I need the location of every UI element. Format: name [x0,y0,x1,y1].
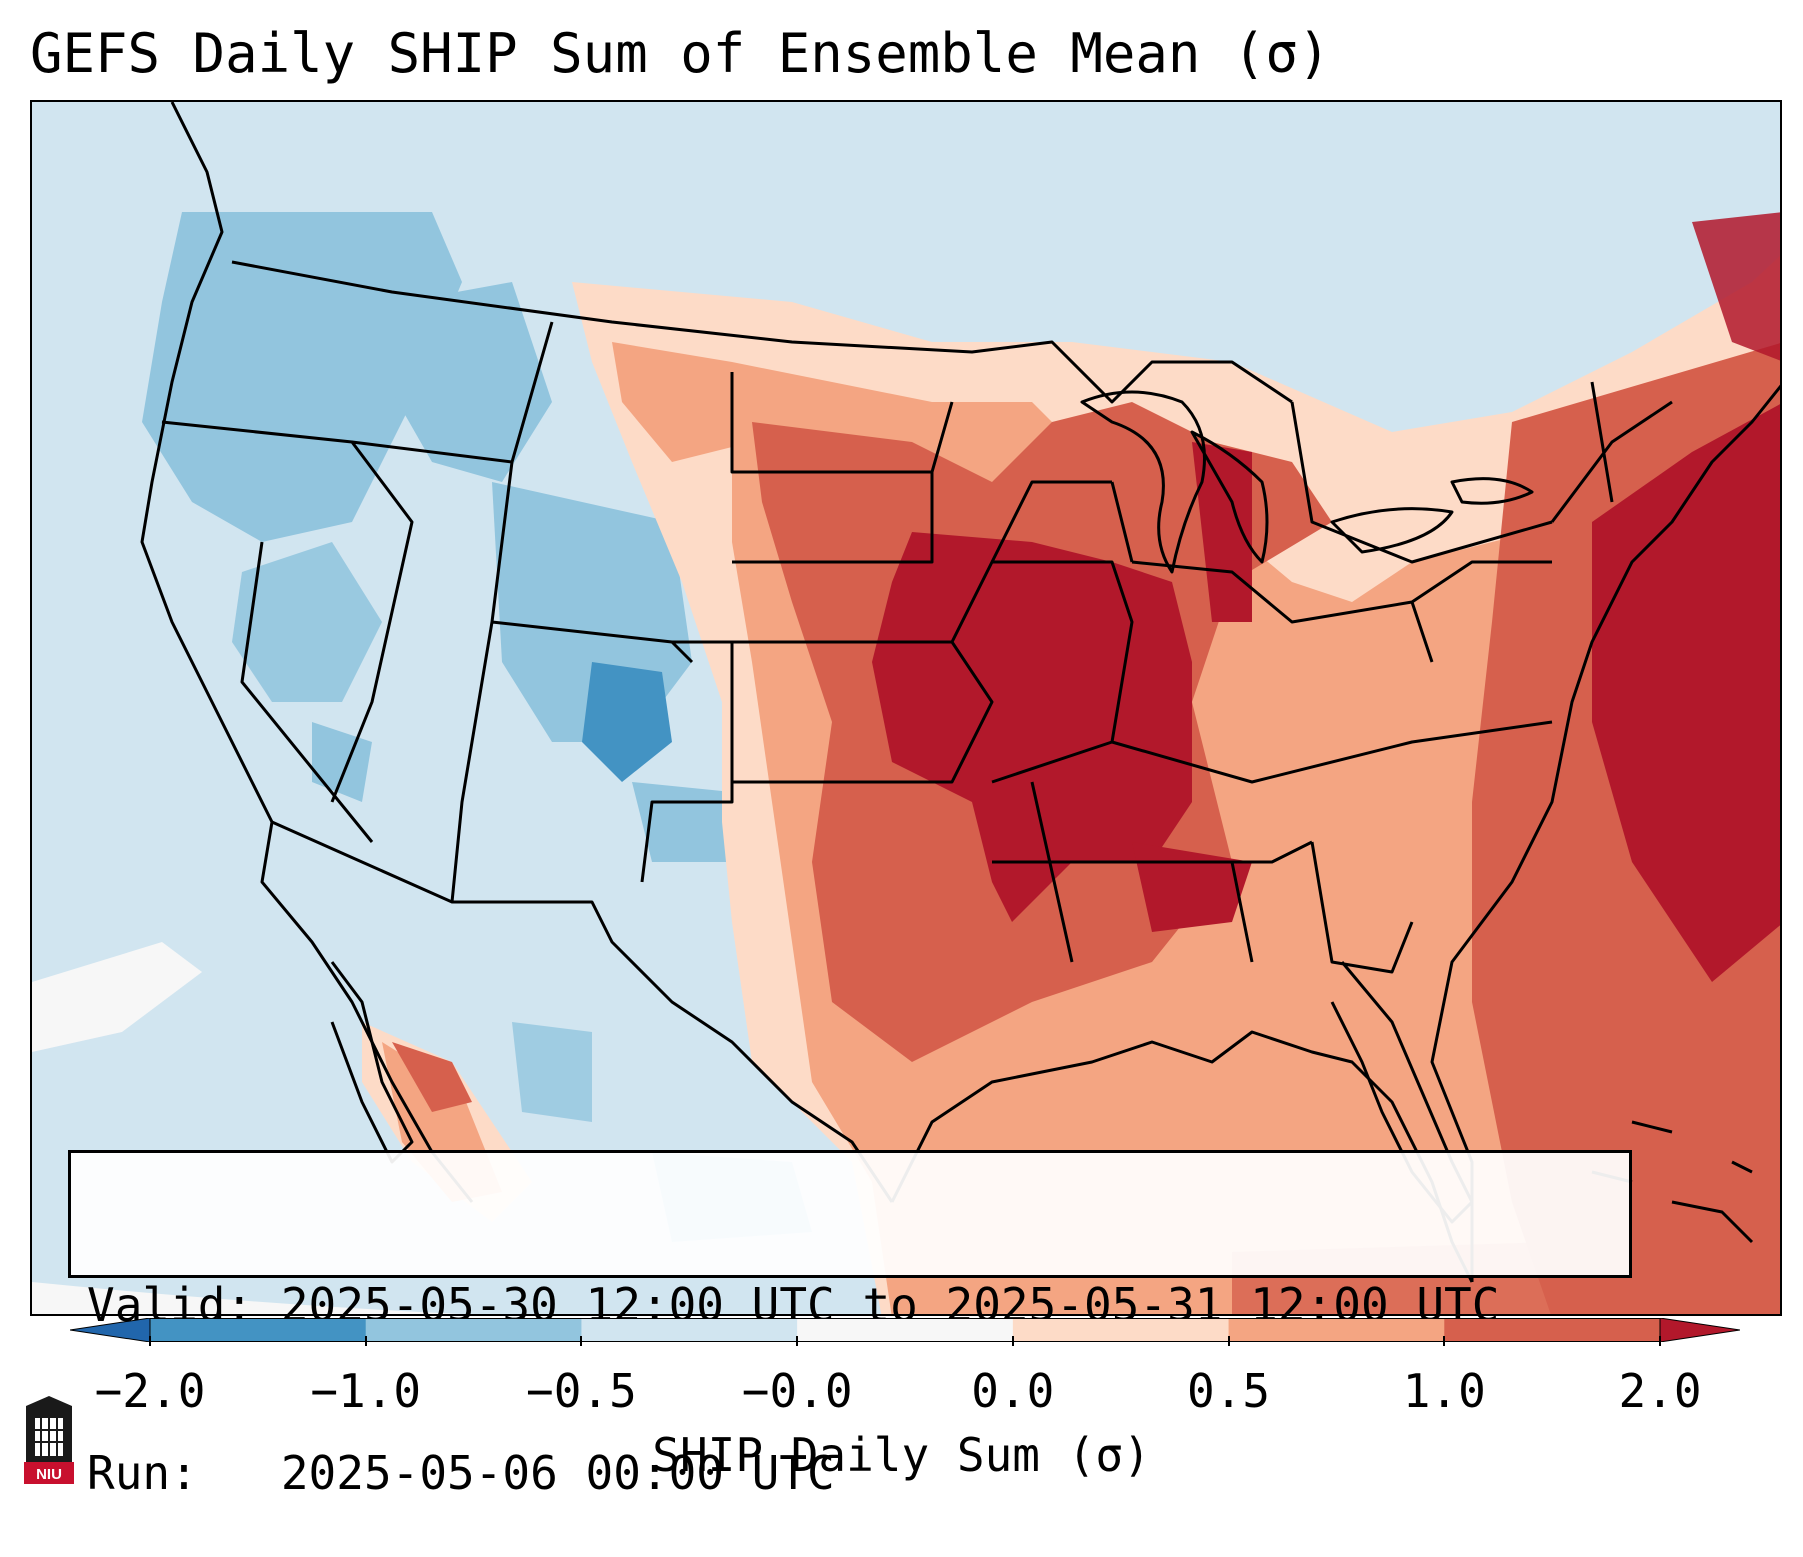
near-zero-edge [32,1282,461,1314]
niu-logo: NIU [24,1396,74,1484]
colorbar-label: SHIP Daily Sum (σ) [652,1428,1151,1482]
border-mexico [271,820,894,1203]
great-lakes [1080,390,1534,574]
colorbar-tick-label: −0.5 [526,1364,637,1418]
colorbar-tick-label: −1.0 [310,1364,422,1418]
colorbar-segment [797,1318,1014,1342]
colorbar-tick-label: −2.0 [94,1364,206,1418]
colorbar-tick-label: 0.0 [971,1364,1055,1418]
colorbar-tick-mark [1443,1336,1446,1346]
colorbar-segment [1444,1318,1661,1342]
state-lines-west [161,321,734,903]
state-lines-east [1111,381,1673,974]
colorbar-segment [365,1318,582,1342]
figure-title: GEFS Daily SHIP Sum of Ensemble Mean (σ) [30,22,1331,85]
colorbar-segment [1012,1318,1230,1342]
colorbar-tick-label: 1.0 [1402,1364,1486,1418]
colorbar [70,1318,1740,1342]
colorbar-tick-label: 2.0 [1618,1364,1702,1418]
colorbar-tick-mark [796,1336,799,1346]
near-zero-patch [32,942,202,1052]
run-time-line: Run: 2025-05-06 00:00 UTC [87,1446,835,1500]
colorbar-segment [1228,1318,1445,1342]
colorbar-tick-label: −0.0 [741,1364,853,1418]
colorbar-tick-mark [1659,1336,1661,1346]
colorbar-tick-label: 0.5 [1187,1364,1271,1418]
valid-run-info-box: Valid: 2025-05-30 12:00 UTC to 2025-05-3… [68,1150,1632,1500]
canada-border [231,260,1293,404]
state-lines-central [730,372,1313,963]
colorbar-tick-mark [580,1336,583,1346]
colorbar-segment [150,1318,367,1342]
colorbar-segment [581,1318,798,1342]
colorbar-tick-mark [149,1336,151,1346]
colorbar-tick-mark [1011,1336,1014,1346]
colorbar-outline [149,1318,1661,1342]
colorbar-tick-mark [364,1336,367,1346]
east-coast [1430,384,1780,1282]
colorbar-tick-mark [1227,1336,1230,1346]
colorbar-ticks: −2.0 −1.0 −0.5 −0.0 0.0 0.5 1.0 2.0 [0,1336,1803,1418]
map-panel [30,100,1782,1316]
baja [330,961,414,1164]
coastline-west [140,102,474,1203]
svg-text:NIU: NIU [36,1466,62,1483]
